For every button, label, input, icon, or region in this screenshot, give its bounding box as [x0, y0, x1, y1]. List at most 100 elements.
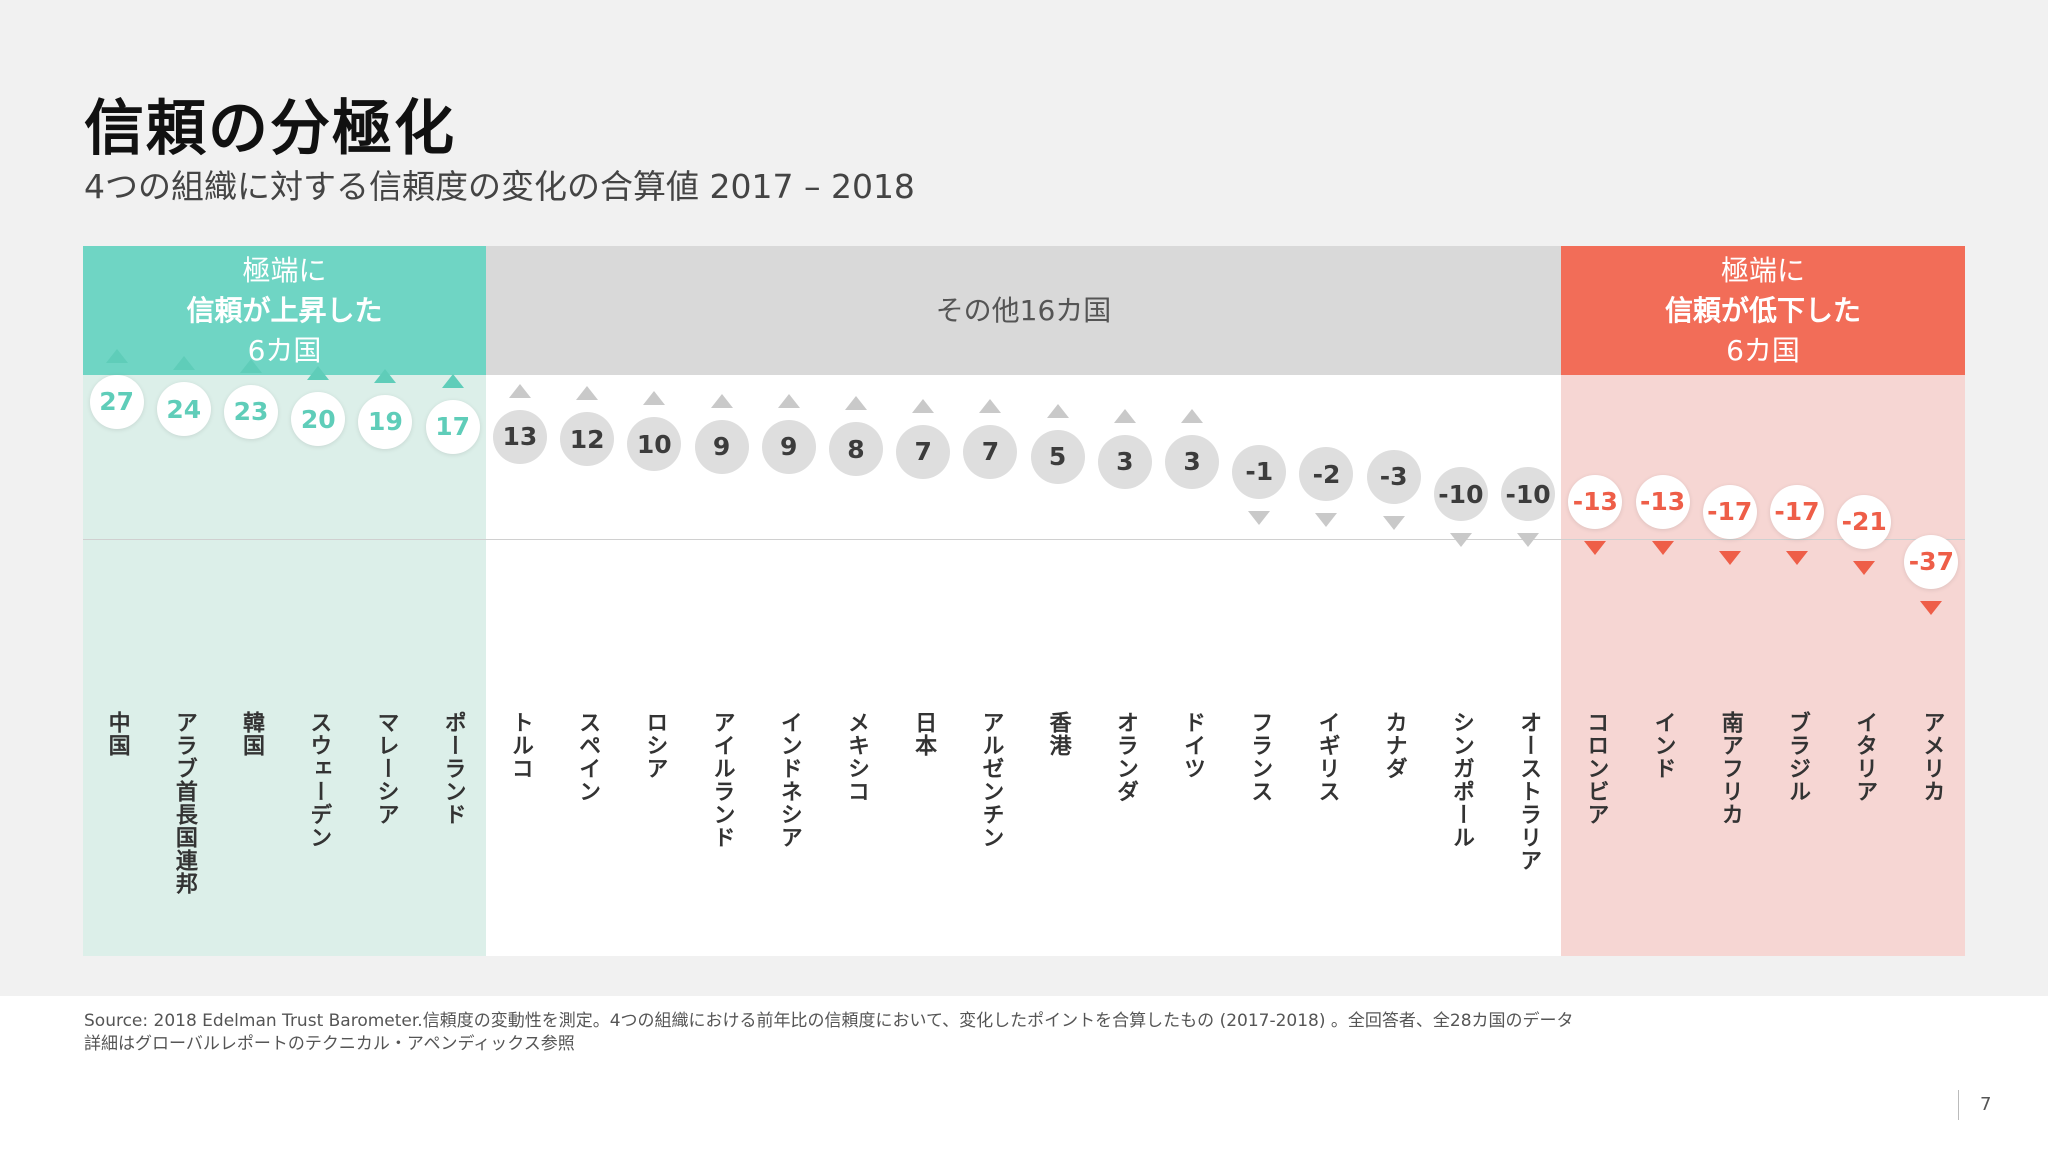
country-label-13: 日本 — [911, 711, 937, 757]
value-bubble-10: 9 — [694, 419, 749, 474]
value-bubble-1: 27 — [89, 374, 144, 429]
up-arrow-icon — [912, 398, 935, 413]
down-arrow-icon — [1315, 513, 1338, 527]
up-arrow-icon — [1046, 403, 1069, 418]
down-arrow-icon — [1651, 540, 1674, 555]
fall-header-line1: 極端に — [1720, 253, 1805, 287]
slide-subtitle: 4つの組織に対する信頼度の変化の合算値 2017 – 2018 — [84, 167, 915, 206]
down-arrow-icon — [1517, 533, 1540, 547]
up-arrow-icon — [1181, 408, 1204, 423]
value-bubble-22: -10 — [1501, 467, 1556, 521]
down-arrow-icon — [1584, 540, 1607, 555]
value-bubble-8: 12 — [560, 412, 615, 466]
country-label-26: ブラジル — [1784, 711, 1810, 803]
country-label-18: フランス — [1247, 711, 1273, 803]
country-label-20: カナダ — [1381, 711, 1407, 780]
up-arrow-icon — [374, 368, 397, 383]
rise-header-line1: 極端に — [242, 253, 327, 287]
country-label-24: インド — [1650, 711, 1676, 780]
value-bubble-17: 3 — [1165, 434, 1220, 489]
country-label-12: メキシコ — [843, 711, 869, 803]
up-arrow-icon — [307, 366, 330, 380]
value-bubble-24: -13 — [1635, 474, 1690, 529]
country-label-3: 韓国 — [239, 711, 265, 757]
down-arrow-icon — [1785, 550, 1808, 565]
zero-baseline — [83, 539, 1965, 540]
value-bubble-18: -1 — [1232, 444, 1287, 499]
country-label-2: アラブ首長国連邦 — [171, 711, 197, 895]
value-bubble-19: -2 — [1299, 447, 1354, 501]
down-arrow-icon — [1853, 560, 1876, 575]
up-arrow-icon — [777, 393, 800, 408]
country-label-19: イギリス — [1314, 711, 1340, 803]
value-bubble-27: -21 — [1837, 494, 1892, 549]
down-arrow-icon — [1718, 550, 1741, 565]
value-bubble-6: 17 — [425, 399, 480, 454]
up-arrow-icon — [172, 356, 195, 370]
slide-title: 信頼の分極化 — [84, 94, 456, 164]
country-label-11: インドネシア — [776, 711, 802, 849]
up-arrow-icon — [643, 391, 666, 405]
value-bubble-16: 3 — [1097, 434, 1152, 489]
page-number: 7 — [1980, 1094, 1992, 1115]
source-line-1: Source: 2018 Edelman Trust Barometer.信頼度… — [84, 1011, 1574, 1031]
country-label-15: 香港 — [1045, 711, 1071, 757]
up-arrow-icon — [710, 393, 733, 408]
country-label-28: アメリカ — [1919, 711, 1945, 803]
value-bubble-13: 7 — [896, 424, 951, 479]
footer: Source: 2018 Edelman Trust Barometer.信頼度… — [0, 996, 2048, 1152]
value-bubble-28: -37 — [1904, 534, 1959, 589]
country-label-23: コロンビア — [1583, 711, 1609, 826]
up-arrow-icon — [979, 398, 1002, 413]
country-label-27: イタリア — [1852, 711, 1878, 803]
country-label-7: トルコ — [507, 711, 533, 780]
value-bubble-15: 5 — [1030, 429, 1085, 484]
value-bubble-14: 7 — [963, 424, 1018, 479]
country-label-21: シンガポール — [1448, 711, 1474, 849]
middle-group-header: その他16カ国 — [486, 246, 1561, 375]
country-label-16: オランダ — [1112, 711, 1138, 803]
rise-group-header: 極端に 信頼が上昇した 6カ国 — [83, 246, 486, 375]
up-arrow-icon — [240, 358, 263, 373]
value-bubble-20: -3 — [1366, 449, 1421, 504]
page-divider — [1958, 1090, 1959, 1120]
down-arrow-icon — [1449, 533, 1472, 547]
up-arrow-icon — [508, 383, 531, 398]
value-bubble-11: 9 — [761, 419, 816, 474]
up-arrow-icon — [441, 373, 464, 388]
country-label-9: ロシア — [642, 711, 668, 780]
country-label-5: マレーシア — [373, 711, 399, 826]
country-label-22: オーストラリア — [1516, 711, 1542, 872]
fall-header-line3: 6カ国 — [1726, 333, 1800, 367]
value-bubble-9: 10 — [627, 417, 682, 471]
country-label-10: アイルランド — [709, 711, 735, 849]
source-note: Source: 2018 Edelman Trust Barometer.信頼度… — [84, 1010, 1574, 1056]
up-arrow-icon — [1113, 408, 1136, 423]
up-arrow-icon — [844, 396, 867, 410]
value-bubble-4: 20 — [291, 392, 346, 446]
country-label-1: 中国 — [104, 711, 130, 757]
down-arrow-icon — [1248, 510, 1271, 525]
value-bubble-2: 24 — [156, 382, 211, 436]
down-arrow-icon — [1920, 600, 1943, 615]
up-arrow-icon — [105, 348, 128, 363]
value-bubble-26: -17 — [1769, 484, 1824, 539]
rise-header-line2: 信頼が上昇した — [186, 293, 383, 327]
country-label-4: スウェーデン — [306, 711, 332, 849]
value-bubble-5: 19 — [358, 394, 413, 449]
country-label-8: スペイン — [575, 711, 601, 803]
country-label-25: 南アフリカ — [1717, 711, 1743, 826]
up-arrow-icon — [576, 386, 599, 400]
fall-header-line2: 信頼が低下した — [1664, 293, 1861, 327]
value-bubble-25: -17 — [1702, 484, 1757, 539]
chart-panel: 極端に 信頼が上昇した 6カ国 その他16カ国 極端に 信頼が低下した 6カ国 … — [83, 246, 1965, 956]
country-label-6: ポーランド — [440, 711, 466, 826]
value-bubble-23: -13 — [1568, 474, 1623, 529]
down-arrow-icon — [1382, 515, 1405, 530]
country-label-17: ドイツ — [1180, 711, 1206, 780]
source-line-2: 詳細はグローバルレポートのテクニカル・アペンディックス参照 — [84, 1034, 575, 1054]
value-bubble-21: -10 — [1433, 467, 1488, 521]
value-bubble-3: 23 — [224, 384, 279, 439]
value-bubble-7: 13 — [492, 409, 547, 464]
fall-group-header: 極端に 信頼が低下した 6カ国 — [1561, 246, 1965, 375]
